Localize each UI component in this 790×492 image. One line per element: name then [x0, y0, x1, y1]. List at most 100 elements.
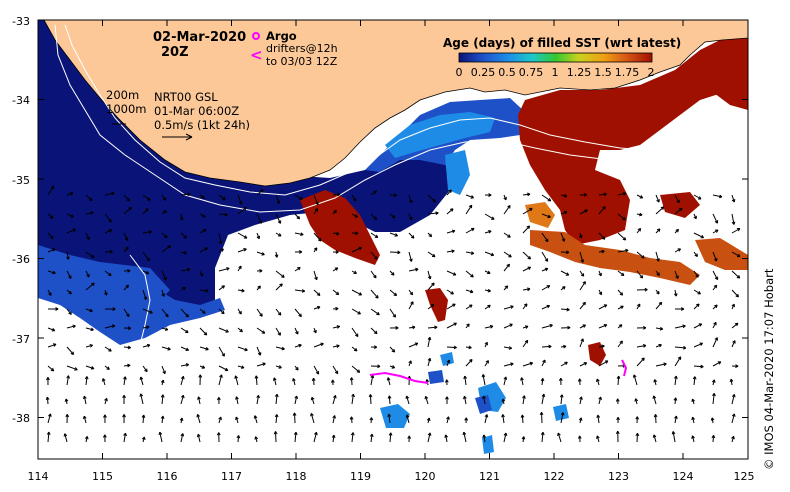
current-vector-head: [713, 284, 717, 287]
current-vector-head: [578, 417, 582, 421]
current-vector-head: [623, 216, 626, 221]
current-vector-head: [205, 331, 208, 336]
current-vector: [674, 346, 686, 349]
current-vector-head: [471, 251, 475, 254]
current-vector-head: [272, 377, 275, 381]
current-vector-head: [276, 254, 279, 258]
current-vector: [541, 194, 551, 202]
current-vector-head: [558, 377, 562, 382]
current-vector-head: [333, 209, 337, 212]
current-vector-head: [273, 431, 276, 435]
current-vector: [427, 282, 435, 291]
current-vector: [85, 194, 93, 201]
current-vector-head: [141, 436, 145, 440]
current-vector-head: [128, 206, 132, 209]
colorbar-tick: 1.75: [615, 66, 640, 79]
current-vector-head: [719, 194, 723, 198]
current-vector-head: [160, 394, 164, 398]
current-vector-head: [369, 433, 373, 437]
current-vector: [294, 289, 305, 292]
x-axis-labels: 114 115 116 117 118 119 120 121 122 123 …: [28, 470, 755, 483]
current-vector-head: [642, 255, 645, 259]
current-vector: [332, 193, 341, 196]
current-vector: [427, 304, 435, 310]
y-tick-label: -33: [12, 15, 30, 28]
current-vector: [294, 412, 296, 424]
current-vector: [256, 363, 266, 367]
current-vector: [465, 270, 474, 278]
current-vector-head: [146, 343, 151, 346]
current-vector-head: [331, 434, 335, 438]
current-vector: [332, 345, 340, 348]
current-vector: [332, 325, 340, 329]
current-vector: [560, 211, 568, 215]
current-vector: [313, 343, 324, 348]
current-vector: [522, 362, 533, 367]
current-vector-head: [90, 211, 94, 213]
current-vector-head: [624, 237, 627, 241]
current-vector-head: [469, 359, 473, 361]
current-vector: [503, 263, 510, 272]
current-vector-head: [197, 396, 199, 400]
current-vector-head: [663, 362, 667, 365]
current-vector-head: [109, 348, 112, 352]
current-vector: [522, 303, 528, 310]
current-vector-head: [139, 376, 142, 381]
current-vector-head: [69, 192, 74, 194]
colorbar-tick-labels: 0 0.25 0.5 0.75 1 1.25 1.5 1.75 2: [456, 66, 655, 79]
current-vector-head: [711, 435, 715, 439]
current-vector-head: [411, 199, 413, 204]
current-vector: [674, 356, 682, 367]
current-vector-head: [245, 347, 248, 351]
current-vector: [579, 209, 588, 215]
current-vector-head: [236, 435, 240, 439]
current-vector-head: [241, 365, 245, 369]
current-vector-head: [481, 374, 484, 378]
current-vector-head: [106, 292, 108, 296]
current-vector-head: [186, 347, 189, 351]
current-vector: [313, 432, 317, 443]
current-vector: [332, 415, 336, 424]
current-vector-head: [501, 398, 504, 403]
current-vector-head: [310, 397, 313, 401]
current-vector-head: [466, 323, 470, 326]
current-vector: [408, 301, 414, 310]
current-vector: [351, 194, 357, 202]
current-vector-head: [336, 325, 340, 327]
current-vector-head: [602, 206, 606, 209]
current-vector: [351, 327, 359, 337]
current-vector: [142, 365, 148, 372]
sst-light-strip: [445, 150, 470, 195]
current-vector-head: [615, 430, 619, 435]
current-vector: [332, 365, 339, 374]
current-vector-head: [434, 199, 436, 203]
current-vector-head: [101, 378, 104, 382]
argo-label: Argo: [266, 29, 297, 43]
current-vector-head: [377, 364, 381, 367]
current-vector-head: [202, 365, 206, 369]
current-vector-head: [377, 295, 379, 299]
current-vector: [693, 232, 704, 239]
current-vector-head: [710, 417, 713, 421]
current-vector-head: [145, 296, 148, 300]
current-vector: [597, 415, 600, 424]
current-vector-head: [510, 362, 514, 365]
current-vector-head: [91, 366, 95, 369]
current-vector-head: [279, 312, 282, 316]
product-name: NRT00 GSL: [154, 90, 218, 104]
current-vector-head: [203, 310, 206, 314]
current-vector: [388, 414, 391, 424]
current-vector-head: [82, 415, 85, 420]
current-vector-head: [580, 234, 583, 239]
current-vector: [484, 304, 491, 310]
current-vector-head: [738, 275, 741, 279]
current-vector-head: [433, 253, 436, 257]
current-vector-head: [430, 233, 433, 237]
current-vector-head: [639, 212, 643, 216]
x-tick-label: 122: [544, 470, 565, 483]
current-vector-head: [468, 204, 472, 208]
current-vector: [123, 346, 131, 349]
current-vector: [406, 395, 410, 405]
current-vector-head: [487, 270, 491, 274]
current-vector: [522, 207, 533, 215]
